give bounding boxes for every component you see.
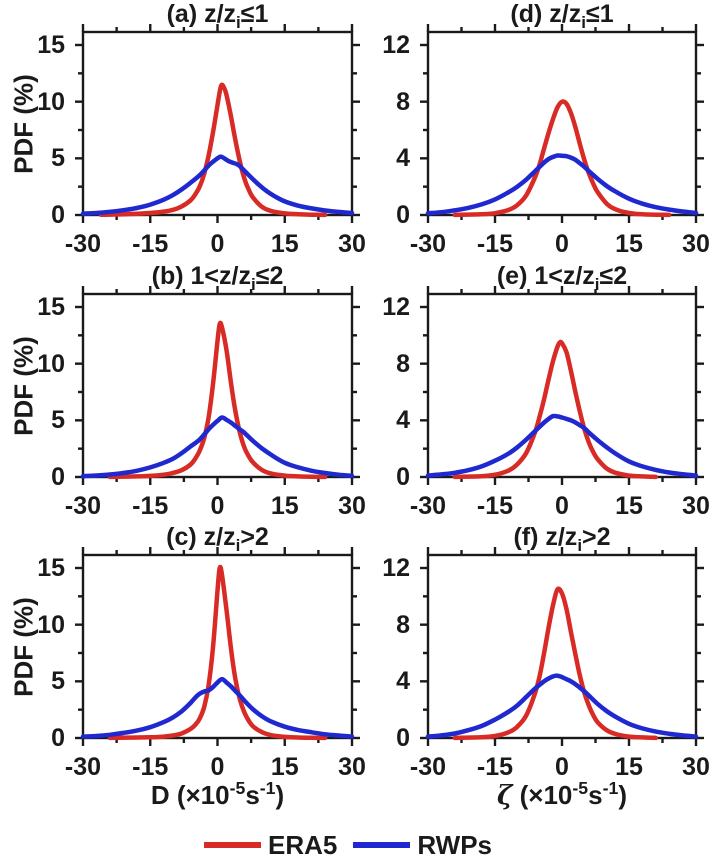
x-axis-label-vorticity: ζ (×10-5s-1) — [497, 778, 627, 811]
y-tick-label: 4 — [396, 406, 410, 435]
rwps-curve-d — [425, 153, 699, 216]
era5-curve-c — [107, 564, 328, 741]
y-tick-label: 12 — [382, 293, 410, 321]
rwps-curve-c — [80, 676, 355, 739]
xlabel-symbol-zeta: ζ — [497, 781, 513, 811]
x-tick-label: 30 — [682, 230, 710, 258]
legend-label-rwps: RWPs — [417, 830, 492, 860]
y-tick-label: 5 — [51, 667, 65, 696]
x-tick-label: 0 — [555, 753, 569, 781]
x-tick-label: 15 — [615, 230, 643, 258]
y-tick-label: 0 — [396, 201, 410, 229]
x-tick-label: 0 — [210, 230, 225, 258]
x-tick-label: -15 — [132, 492, 169, 520]
y-tick-label: 12 — [382, 31, 410, 59]
y-tick-label: 10 — [37, 87, 65, 116]
x-tick-label: -30 — [409, 492, 447, 520]
x-tick-label: 0 — [555, 492, 569, 520]
x-tick-label: -30 — [64, 230, 102, 258]
y-tick-label: 15 — [37, 554, 65, 582]
x-tick-label: -15 — [476, 230, 514, 258]
legend-label-era5: ERA5 — [267, 830, 338, 860]
x-tick-label: -30 — [64, 492, 102, 520]
x-tick-label: 30 — [338, 753, 366, 781]
y-tick-label: 10 — [37, 349, 65, 378]
era5-curve-e — [452, 339, 659, 480]
rwps-curve-a — [80, 154, 355, 216]
y-tick-label: 5 — [51, 144, 65, 173]
panel-title-c: (c) z/zi>2 — [166, 523, 269, 556]
x-tick-label: 0 — [210, 492, 225, 520]
x-tick-label: -15 — [476, 492, 514, 520]
x-tick-label: 0 — [555, 230, 569, 258]
axes-box — [426, 292, 698, 479]
y-tick-label: 10 — [37, 610, 65, 639]
plot-area-c — [75, 547, 360, 746]
y-tick-label: 8 — [396, 610, 410, 639]
y-axis-label-row1: PDF (%) — [8, 74, 39, 174]
legend-line-rwps — [353, 842, 411, 848]
y-tick-label: 4 — [396, 667, 410, 696]
y-axis-label-row3: PDF (%) — [8, 597, 39, 697]
plot-area-f — [420, 547, 704, 746]
x-tick-label: 15 — [270, 753, 299, 781]
y-tick-label: 12 — [382, 554, 410, 582]
x-tick-label: -30 — [409, 230, 447, 258]
x-tick-label: -30 — [409, 753, 447, 781]
axes-box — [81, 292, 354, 479]
era5-curve-b — [107, 320, 328, 480]
y-tick-label: 0 — [51, 463, 65, 491]
panel-title-d: (d) z/zi≤1 — [510, 0, 614, 33]
legend: ERA5 RWPs — [0, 830, 712, 860]
x-tick-label: 30 — [682, 492, 710, 520]
x-tick-label: 0 — [210, 753, 225, 781]
rwps-curve-f — [425, 673, 699, 739]
x-tick-label: 30 — [338, 492, 366, 520]
rwps-curve-e — [425, 413, 699, 478]
x-tick-label: 15 — [270, 492, 299, 520]
x-axis-label-divergence: D (×10-5s-1) — [150, 778, 285, 810]
era5-curve-a — [98, 82, 328, 218]
plot-area-e — [420, 286, 704, 485]
era5-curve-d — [452, 99, 672, 218]
legend-line-era5 — [203, 842, 261, 848]
x-tick-label: -15 — [476, 753, 514, 781]
x-tick-label: 15 — [615, 492, 643, 520]
plot-area-d — [420, 24, 704, 223]
plot-area-b — [75, 286, 360, 485]
x-tick-label: 15 — [615, 753, 643, 781]
y-tick-label: 0 — [51, 201, 65, 229]
era5-curve-f — [452, 586, 659, 741]
x-tick-label: 15 — [270, 230, 299, 258]
x-tick-label: -30 — [64, 753, 102, 781]
x-tick-label: 30 — [682, 753, 710, 781]
x-tick-label: -15 — [132, 753, 169, 781]
y-tick-label: 15 — [37, 31, 65, 59]
axes-box — [426, 30, 698, 217]
y-tick-label: 0 — [51, 724, 65, 752]
y-tick-label: 8 — [396, 87, 410, 116]
panel-title-e: (e) 1<z/zi≤2 — [496, 262, 628, 295]
axes-box — [81, 30, 354, 217]
y-tick-label: 0 — [396, 463, 410, 491]
x-tick-label: 30 — [338, 230, 366, 258]
panel-title-f: (f) z/zi>2 — [513, 523, 611, 556]
xlabel-symbol-D: D — [150, 780, 170, 810]
rwps-curve-b — [80, 415, 355, 479]
panel-title-a: (a) z/zi≤1 — [166, 0, 269, 33]
y-tick-label: 0 — [396, 724, 410, 752]
y-tick-label: 4 — [396, 144, 410, 173]
y-tick-label: 8 — [396, 349, 410, 378]
y-axis-label-row2: PDF (%) — [8, 336, 39, 436]
panel-title-b: (b) 1<z/zi≤2 — [151, 262, 284, 295]
y-tick-label: 5 — [51, 406, 65, 435]
x-tick-label: -15 — [132, 230, 169, 258]
plot-area-a — [75, 24, 360, 223]
y-tick-label: 15 — [37, 293, 65, 321]
axes-box — [426, 553, 698, 740]
